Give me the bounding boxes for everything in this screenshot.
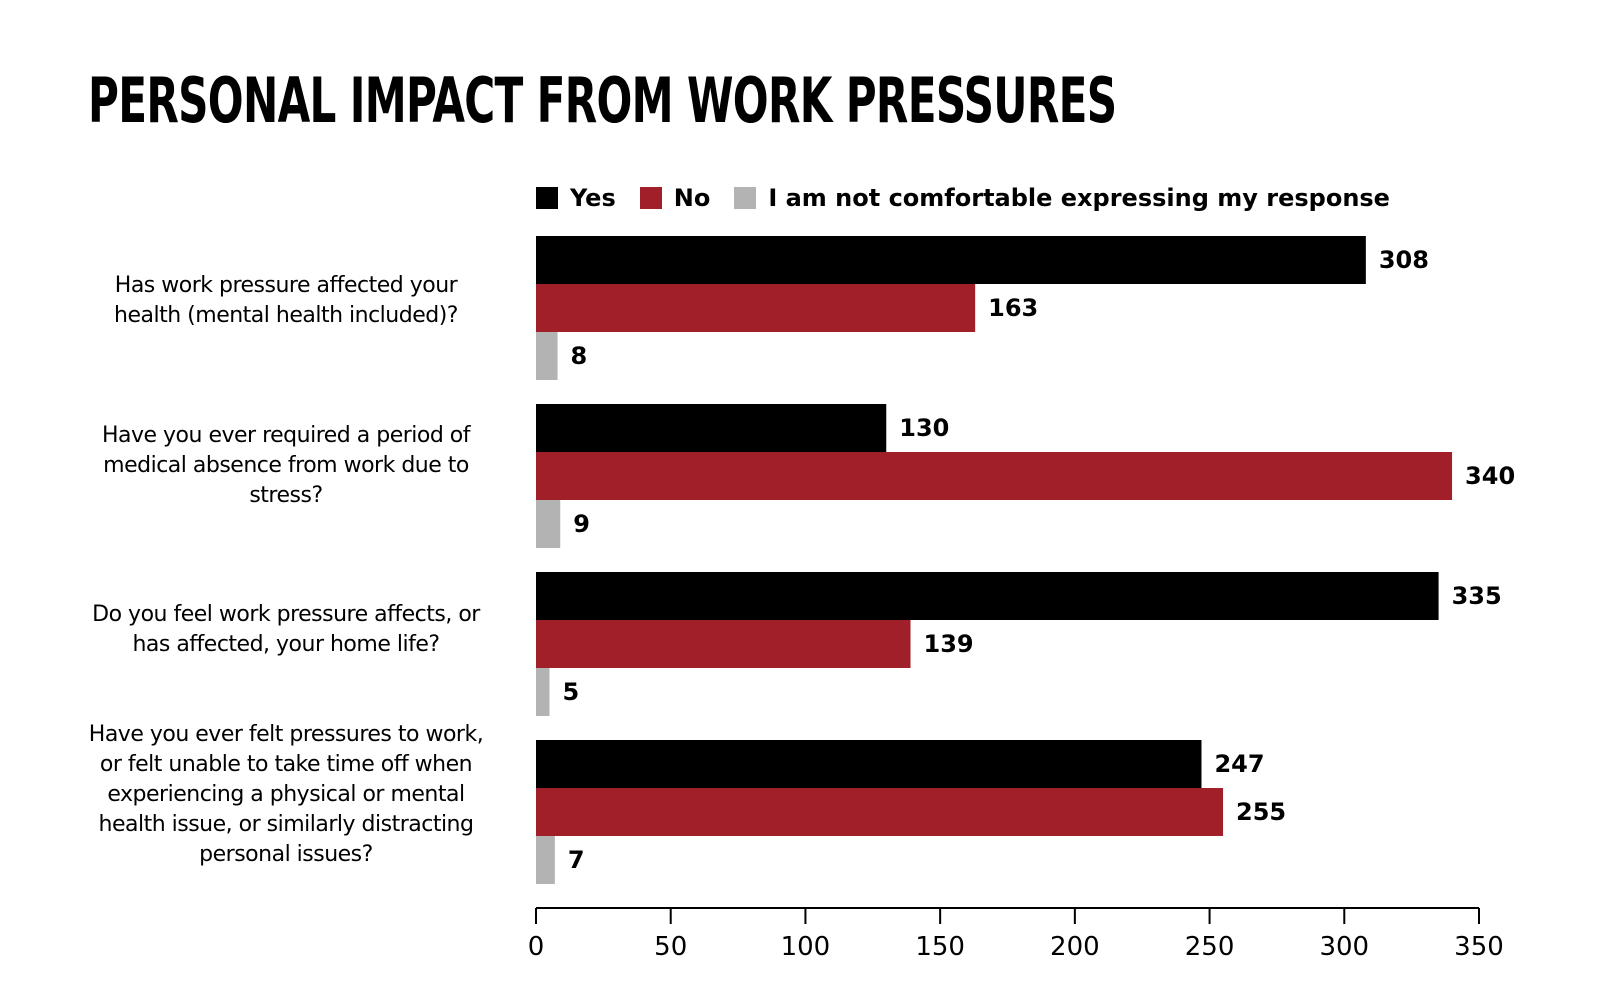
bar-no-4 [536, 788, 1224, 836]
x-tick-label-350: 350 [1454, 932, 1504, 962]
x-tick-label-100: 100 [781, 932, 831, 962]
data-label-no-1: 163 [988, 294, 1038, 322]
legend-item-no: No [639, 184, 711, 212]
legend-label-not-comfortable: I am not comfortable expressing my respo… [768, 184, 1390, 212]
legend-item-not-comfortable: I am not comfortable expressing my respo… [734, 184, 1390, 212]
data-label-yes-2: 130 [899, 414, 949, 442]
legend-swatch-not-comfortable [734, 187, 757, 209]
legend-item-yes: Yes [536, 184, 616, 212]
x-tick-label-300: 300 [1319, 932, 1369, 962]
legend-label-yes: Yes [570, 184, 616, 212]
question-label-home-life: Do you feel work pressure affects, or ha… [92, 602, 480, 657]
data-label-no-4: 255 [1236, 798, 1286, 826]
data-label-not-comfortable-1: 8 [571, 342, 588, 370]
legend: Yes No I am not comfortable expressing m… [536, 184, 1414, 212]
bar-no-1 [536, 284, 976, 332]
x-tick-label-200: 200 [1050, 932, 1100, 962]
bar-yes-3 [536, 572, 1439, 620]
data-label-yes-3: 335 [1452, 582, 1502, 610]
x-tick-label-0: 0 [528, 932, 545, 962]
bar-yes-2 [536, 404, 887, 452]
bar-yes-1 [536, 236, 1366, 284]
data-label-no-2: 340 [1465, 462, 1515, 490]
bar-not-comfortable-2 [536, 500, 561, 548]
question-label-health: Has work pressure affected your health (… [114, 273, 458, 328]
chart-title: PERSONAL IMPACT FROM WORK PRESSURES [88, 64, 1117, 137]
data-label-yes-4: 247 [1214, 750, 1264, 778]
bar-no-3 [536, 620, 911, 668]
legend-swatch-yes [536, 187, 558, 209]
bar-not-comfortable-4 [536, 836, 555, 884]
legend-swatch-no [639, 187, 662, 209]
x-tick-label-50: 50 [654, 932, 687, 962]
data-label-not-comfortable-4: 7 [568, 846, 585, 874]
legend-label-no: No [673, 184, 711, 212]
bar-not-comfortable-1 [536, 332, 558, 380]
question-label-presenteeism: Have you ever felt pressures to work, or… [88, 722, 484, 867]
data-label-not-comfortable-3: 5 [562, 678, 579, 706]
bar-no-2 [536, 452, 1453, 500]
question-label-medical-absence: Have you ever required a period of medic… [101, 423, 471, 508]
data-label-no-3: 139 [924, 630, 974, 658]
bar-not-comfortable-3 [536, 668, 550, 716]
data-label-not-comfortable-2: 9 [573, 510, 590, 538]
x-tick-label-250: 250 [1185, 932, 1235, 962]
bar-yes-4 [536, 740, 1202, 788]
data-label-yes-1: 308 [1379, 246, 1429, 274]
x-tick-label-150: 150 [915, 932, 965, 962]
